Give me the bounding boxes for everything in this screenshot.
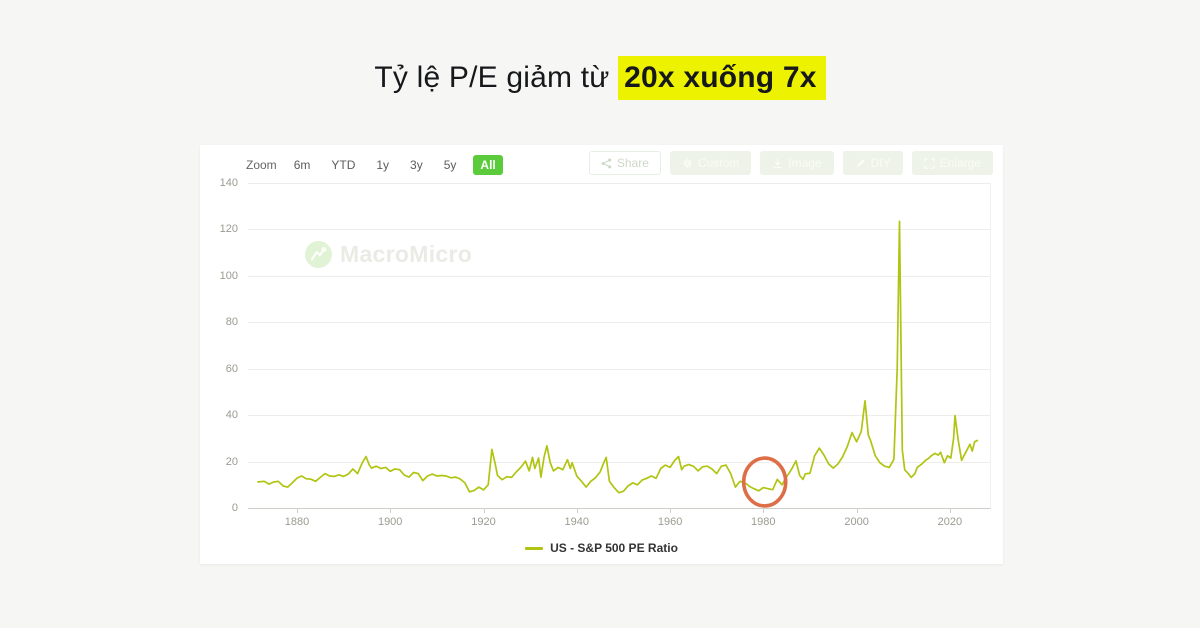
range-button-1y[interactable]: 1y <box>376 158 390 172</box>
gridline-80 <box>248 322 990 324</box>
page-title-highlight: 20x xuống 7x <box>618 56 826 100</box>
share-icon <box>601 158 612 169</box>
share-button[interactable]: Share <box>588 151 661 175</box>
page-title-prefix: Tỷ lệ P/E giảm từ <box>374 61 610 94</box>
zoom-range-toolbar: Zoom 6m YTD 1y 3y 5y All <box>246 154 503 176</box>
range-button-ytd[interactable]: YTD <box>331 158 356 172</box>
x-tick-mark <box>576 508 578 513</box>
enlarge-button[interactable]: Enlarge <box>911 151 993 175</box>
range-button-all[interactable]: All <box>473 155 503 175</box>
y-tick-label: 80 <box>225 316 238 329</box>
x-tick-label: 1960 <box>657 516 683 528</box>
button-label: Custom <box>697 156 740 170</box>
chart-actions-toolbar: Share Custom Image DIY Enlarge <box>588 151 993 175</box>
x-tick-label: 1980 <box>751 516 776 528</box>
range-button-5y[interactable]: 5y <box>443 158 457 172</box>
gridline-140 <box>248 183 990 184</box>
x-tick-label: 1940 <box>564 516 590 528</box>
y-tick-label: 100 <box>219 269 238 282</box>
y-tick-label: 0 <box>231 502 238 514</box>
y-tick-label: 140 <box>219 177 238 189</box>
y-tick-label: 20 <box>225 455 238 468</box>
y-axis: 0 20 40 60 80 100 120 140 <box>200 177 242 514</box>
button-label: Image <box>788 156 822 170</box>
y-tick-label: 40 <box>225 409 238 422</box>
x-tick-mark <box>483 508 485 513</box>
enlarge-icon <box>923 157 935 169</box>
x-tick-mark <box>856 508 858 513</box>
pe-ratio-line-chart <box>257 220 979 508</box>
x-axis: 1880 1900 1920 1940 1960 1980 2000 2020 <box>248 508 990 536</box>
range-button-3y[interactable]: 3y <box>410 158 423 172</box>
zoom-label: Zoom <box>246 158 277 172</box>
pencil-icon <box>855 158 866 169</box>
range-button-6m[interactable]: 6m <box>293 158 311 172</box>
button-label: Enlarge <box>939 156 981 170</box>
button-label: Share <box>616 156 649 170</box>
custom-button[interactable]: Custom <box>669 151 752 175</box>
page-title: Tỷ lệ P/E giảm từ 20x xuống 7x <box>0 55 1200 101</box>
x-tick-label: 1880 <box>284 516 310 528</box>
x-tick-mark <box>670 508 672 513</box>
x-tick-label: 1900 <box>377 516 403 528</box>
x-tick-mark <box>390 508 392 513</box>
x-tick-label: 2020 <box>937 516 963 528</box>
x-tick-mark <box>297 508 298 513</box>
pe-ratio-series-line <box>257 220 979 494</box>
gear-icon <box>682 158 693 169</box>
gridline-120 <box>248 229 990 231</box>
legend-swatch <box>525 546 544 550</box>
y-tick-label: 120 <box>219 223 238 236</box>
zoom-range-group: 6m YTD 1y 3y 5y All <box>290 155 503 175</box>
diy-button[interactable]: DIY <box>842 151 903 175</box>
gridline-40 <box>248 415 990 417</box>
x-tick-label: 1920 <box>471 516 496 528</box>
download-icon <box>772 158 783 169</box>
chart-card: Zoom 6m YTD 1y 3y 5y All Share Custom Image DIY E… <box>200 145 1003 564</box>
x-tick-mark <box>949 508 951 513</box>
annotation-circle <box>741 456 788 508</box>
gridline-60 <box>248 368 990 370</box>
legend-label: US - S&P 500 PE Ratio <box>550 541 678 555</box>
x-tick-label: 2000 <box>844 516 869 528</box>
gridline-100 <box>248 275 990 277</box>
legend[interactable]: US - S&P 500 PE Ratio <box>200 541 1003 555</box>
button-label: DIY <box>870 156 891 170</box>
x-tick-mark <box>763 508 765 513</box>
y-tick-label: 60 <box>225 362 238 375</box>
image-button[interactable]: Image <box>760 151 834 175</box>
plot-area: MacroMicro <box>248 183 991 509</box>
gridline-20 <box>248 461 990 463</box>
